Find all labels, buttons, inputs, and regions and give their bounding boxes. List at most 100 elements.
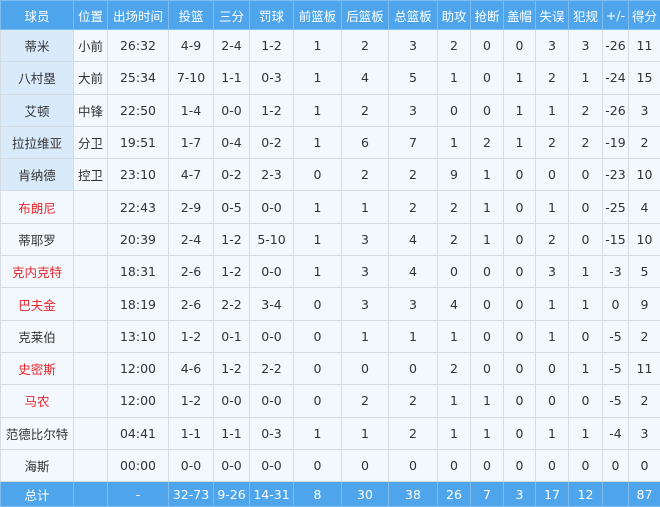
player-name[interactable]: 八村塁 — [1, 62, 74, 94]
column-header[interactable]: 抢断 — [471, 1, 504, 30]
stat-cell: 4 — [438, 288, 471, 320]
total-stat-cell: 30 — [342, 482, 389, 507]
stat-cell: 9 — [438, 159, 471, 191]
stat-cell: 4-9 — [169, 30, 214, 62]
player-name[interactable]: 马农 — [1, 385, 74, 417]
column-header[interactable]: 助攻 — [438, 1, 471, 30]
stat-cell: 2 — [438, 30, 471, 62]
stat-cell: 1 — [438, 62, 471, 94]
stat-cell: 3 — [629, 94, 660, 126]
player-name[interactable]: 肯纳德 — [1, 159, 74, 191]
player-position — [74, 223, 108, 255]
column-header[interactable]: 出场时间 — [108, 1, 169, 30]
stat-cell: 3 — [389, 30, 438, 62]
stat-cell: 1 — [504, 94, 536, 126]
column-header[interactable]: 失误 — [536, 1, 569, 30]
total-stat-cell: 3 — [504, 482, 536, 507]
column-header[interactable]: 投篮 — [169, 1, 214, 30]
stat-cell: 0 — [471, 288, 504, 320]
column-header[interactable]: 球员 — [1, 1, 74, 30]
stat-cell: 2 — [342, 94, 389, 126]
total-stat-cell: 14-31 — [250, 482, 294, 507]
header-row: 球员位置出场时间投篮三分罚球前篮板后篮板总篮板助攻抢断盖帽失误犯规+/-得分 — [1, 1, 660, 30]
stat-cell: 3 — [389, 288, 438, 320]
column-header[interactable]: 后篮板 — [342, 1, 389, 30]
player-name[interactable]: 艾顿 — [1, 94, 74, 126]
stat-cell: 0 — [504, 256, 536, 288]
column-header[interactable]: 盖帽 — [504, 1, 536, 30]
column-header[interactable]: 罚球 — [250, 1, 294, 30]
stat-cell: -26 — [603, 30, 629, 62]
player-name[interactable]: 克莱伯 — [1, 320, 74, 352]
player-name[interactable]: 蒂米 — [1, 30, 74, 62]
stat-cell: 1 — [438, 417, 471, 449]
column-header[interactable]: 位置 — [74, 1, 108, 30]
player-position — [74, 449, 108, 481]
column-header[interactable]: 前篮板 — [294, 1, 342, 30]
stat-cell: 0 — [294, 352, 342, 384]
stat-cell: 0-1 — [214, 320, 250, 352]
column-header[interactable]: +/- — [603, 1, 629, 30]
column-header[interactable]: 犯规 — [569, 1, 603, 30]
stat-cell: 0 — [342, 449, 389, 481]
stat-cell: 1 — [569, 417, 603, 449]
stat-cell: 2-4 — [169, 223, 214, 255]
stat-cell: 2 — [342, 30, 389, 62]
stat-cell: 1 — [294, 30, 342, 62]
stat-cell: 1 — [569, 62, 603, 94]
stat-cell: 0-0 — [250, 320, 294, 352]
stat-cell: 0 — [504, 159, 536, 191]
stat-cell: 23:10 — [108, 159, 169, 191]
stat-cell: 13:10 — [108, 320, 169, 352]
player-name[interactable]: 拉拉维亚 — [1, 126, 74, 158]
stat-cell: 1 — [294, 94, 342, 126]
totals-label: 总计 — [1, 482, 74, 507]
stat-cell: 2 — [389, 191, 438, 223]
stat-cell: 12:00 — [108, 385, 169, 417]
stat-cell: -26 — [603, 94, 629, 126]
stat-cell: 4 — [389, 223, 438, 255]
stat-cell: 1 — [294, 62, 342, 94]
stat-cell: 1 — [294, 417, 342, 449]
player-name[interactable]: 布朗尼 — [1, 191, 74, 223]
stat-cell: -24 — [603, 62, 629, 94]
player-name[interactable]: 巴夫金 — [1, 288, 74, 320]
column-header[interactable]: 总篮板 — [389, 1, 438, 30]
stat-cell: 2 — [629, 320, 660, 352]
stat-cell: 0 — [438, 94, 471, 126]
stat-cell: 3 — [389, 94, 438, 126]
player-name[interactable]: 蒂耶罗 — [1, 223, 74, 255]
player-position — [74, 256, 108, 288]
player-position: 控卫 — [74, 159, 108, 191]
stat-cell: 1-2 — [250, 94, 294, 126]
total-stat-cell: 8 — [294, 482, 342, 507]
stat-cell: 0 — [438, 449, 471, 481]
stat-cell: 1-4 — [169, 94, 214, 126]
player-name[interactable]: 史密斯 — [1, 352, 74, 384]
player-name[interactable]: 克内克特 — [1, 256, 74, 288]
stat-cell: 22:50 — [108, 94, 169, 126]
stat-cell: 2-4 — [214, 30, 250, 62]
stat-cell: 0-0 — [250, 385, 294, 417]
stat-cell: 1 — [569, 352, 603, 384]
stat-cell: 5 — [389, 62, 438, 94]
stat-cell: 2 — [536, 62, 569, 94]
stat-cell: 0-0 — [214, 94, 250, 126]
column-header[interactable]: 三分 — [214, 1, 250, 30]
stat-cell: 19:51 — [108, 126, 169, 158]
player-name[interactable]: 海斯 — [1, 449, 74, 481]
player-position: 小前 — [74, 30, 108, 62]
stat-cell: 0 — [569, 320, 603, 352]
stat-cell: 0 — [603, 449, 629, 481]
stat-cell: 1-7 — [169, 126, 214, 158]
stat-cell: 0 — [471, 94, 504, 126]
player-position — [74, 191, 108, 223]
column-header[interactable]: 得分 — [629, 1, 660, 30]
player-name[interactable]: 范德比尔特 — [1, 417, 74, 449]
